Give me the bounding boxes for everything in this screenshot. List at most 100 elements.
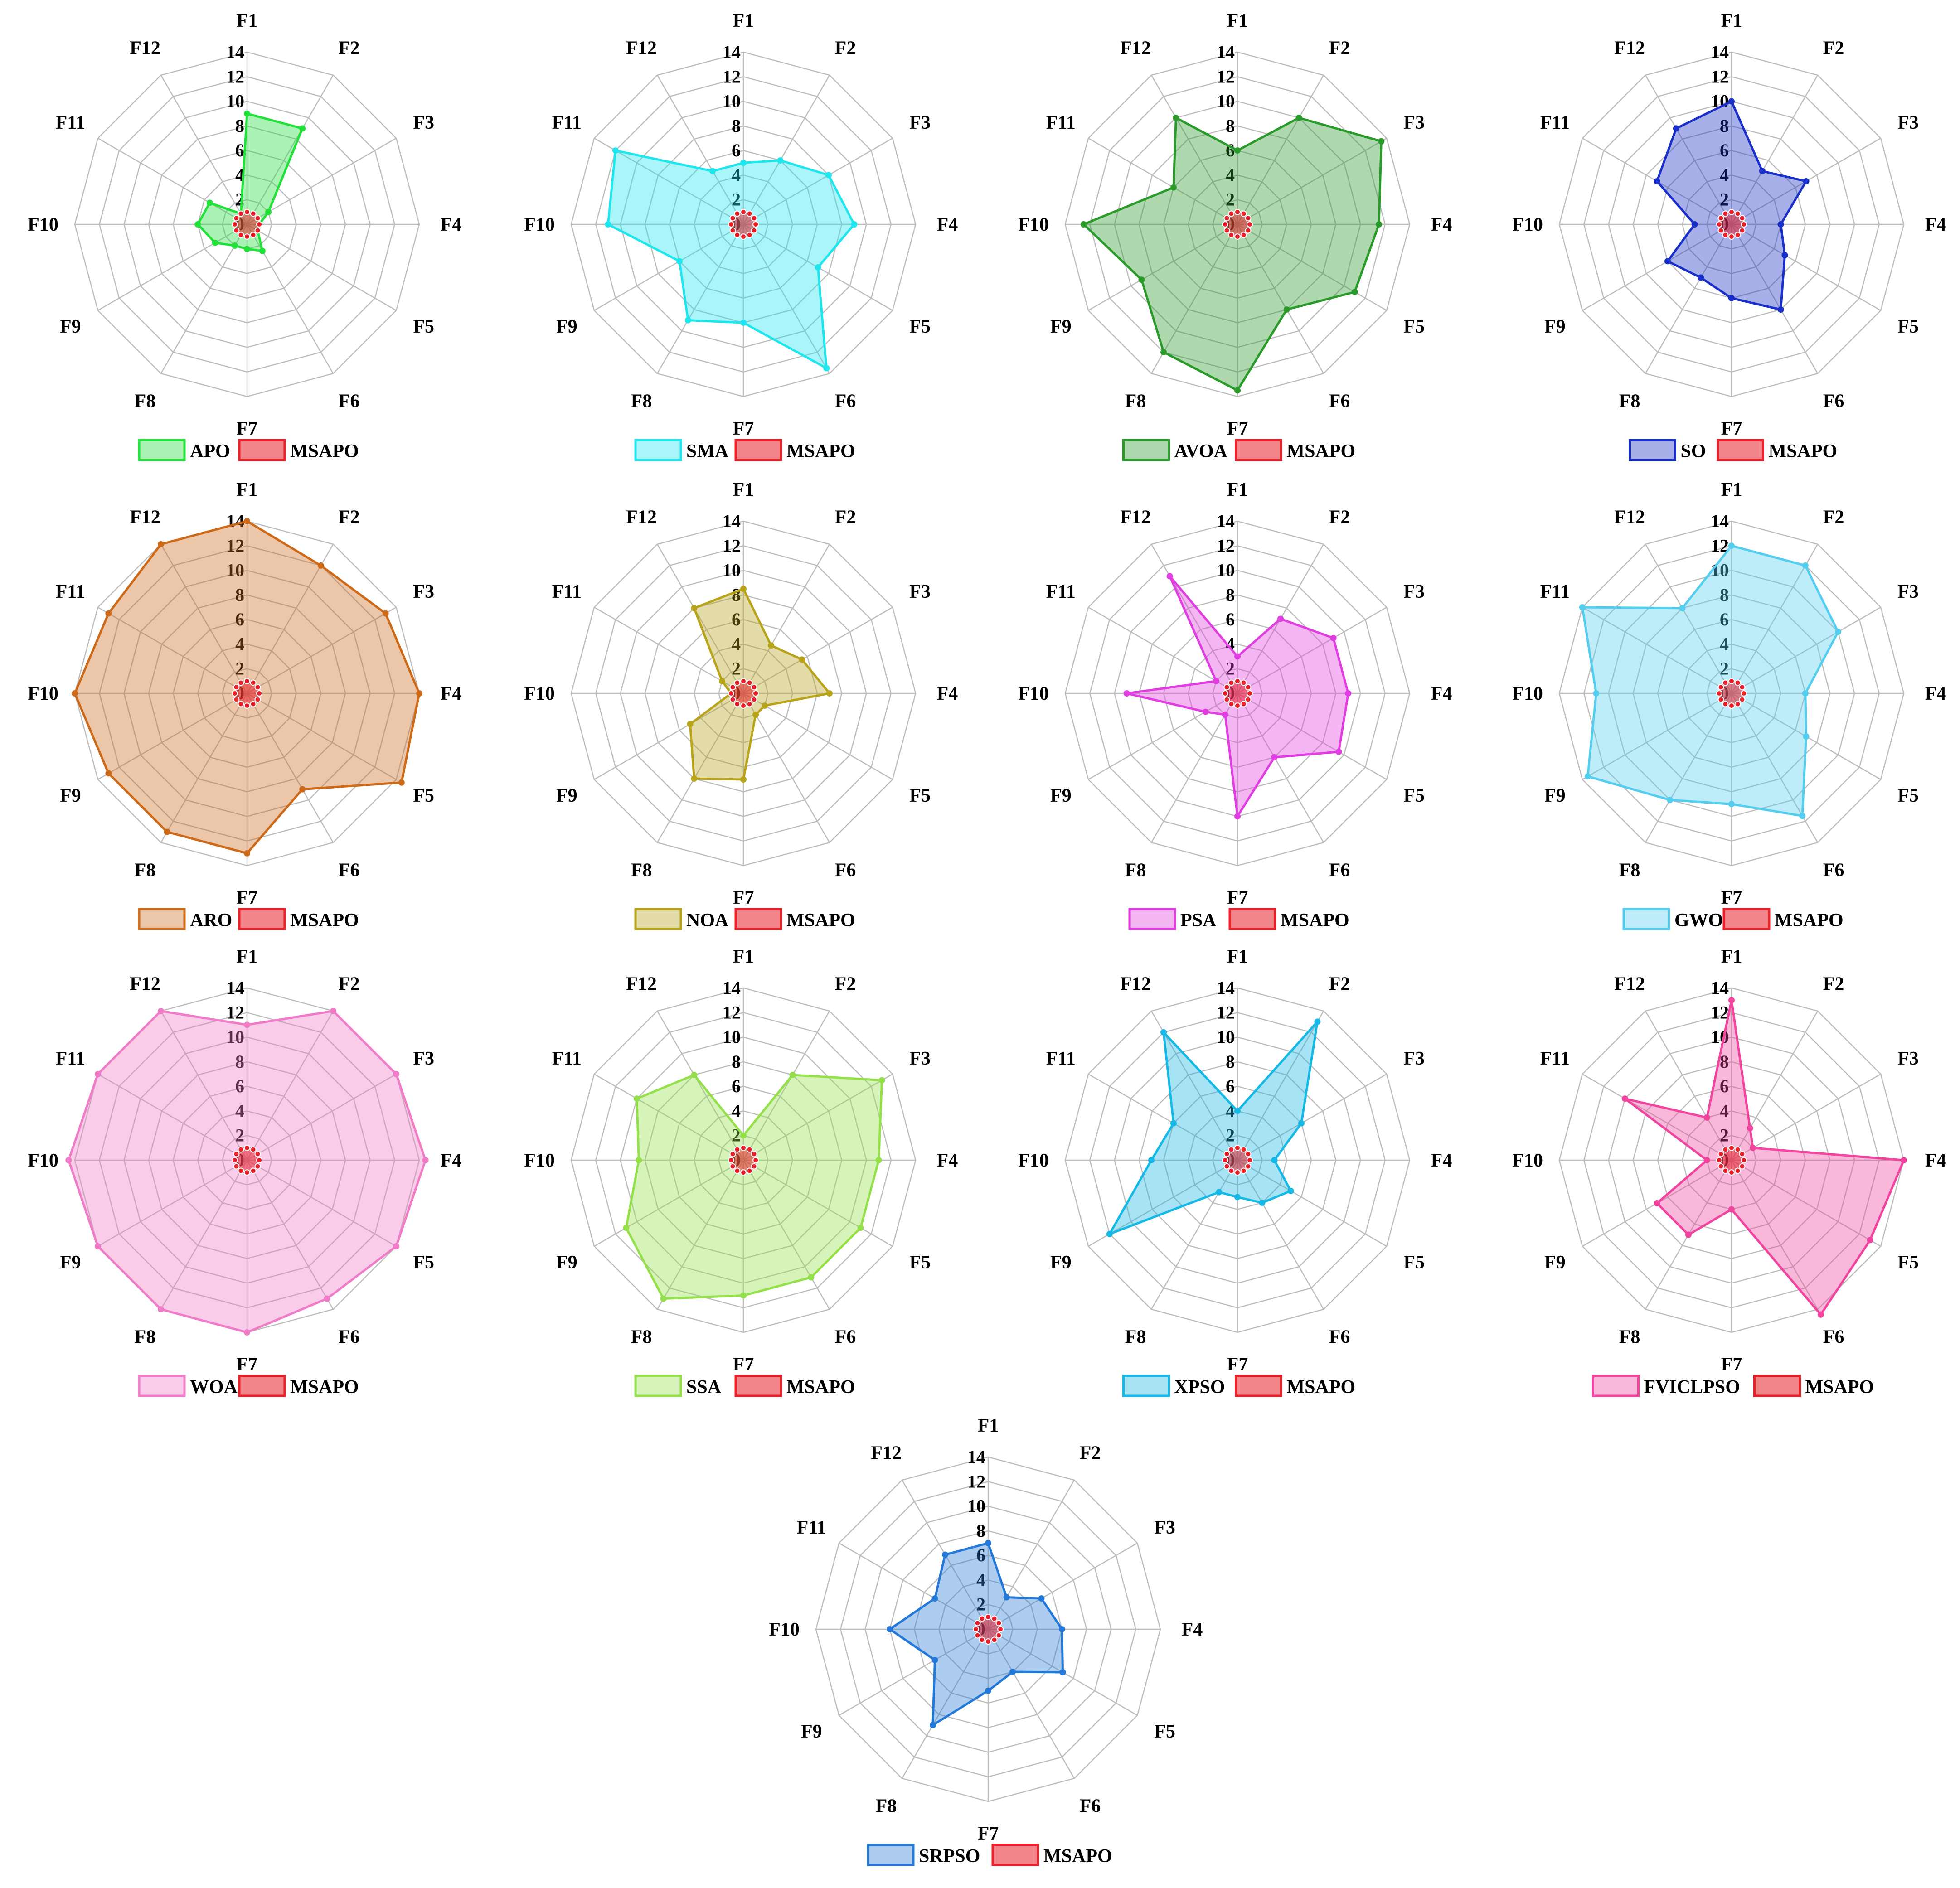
data-point-srpso-f10 xyxy=(886,1626,893,1632)
axis-spoke xyxy=(1237,606,1387,694)
radial-tick-label: 10 xyxy=(723,560,741,581)
data-point-msapo-f3 xyxy=(1245,684,1252,691)
axis-label-f6: F6 xyxy=(1823,860,1844,881)
axis-label-f6: F6 xyxy=(1329,1327,1350,1348)
data-point-xpso-f6 xyxy=(1259,1200,1266,1206)
radial-tick-label: 6 xyxy=(1226,1076,1235,1096)
data-point-avoa-f11 xyxy=(1170,184,1177,191)
axis-spoke xyxy=(1088,223,1238,311)
axis-spoke xyxy=(1731,1011,1819,1161)
data-point-msapo-f4 xyxy=(1741,221,1747,228)
axis-spoke xyxy=(656,1160,744,1310)
radial-tick-label: 6 xyxy=(1720,140,1729,160)
data-point-gwo-f5 xyxy=(1803,733,1810,740)
axis-label-f11: F11 xyxy=(552,112,582,133)
data-point-gwo-f4 xyxy=(1802,690,1809,697)
axis-label-f11: F11 xyxy=(797,1517,826,1538)
data-point-avoa-f3 xyxy=(1378,138,1385,145)
radar-chart-fviclpso: F1F2F3F4F5F6F7F8F9F10F11F1202468101214FV… xyxy=(1512,946,1946,1398)
axis-spoke xyxy=(1582,606,1732,694)
data-point-msapo-f11 xyxy=(1223,1151,1230,1157)
data-point-msapo-f9 xyxy=(974,1632,981,1639)
data-point-fviclpso-f12 xyxy=(1703,1114,1710,1121)
axis-spoke xyxy=(1088,1073,1238,1161)
legend-swatch-woa xyxy=(138,1375,186,1397)
radial-tick-label: 4 xyxy=(732,634,741,654)
radial-tick-label: 14 xyxy=(1217,978,1235,998)
data-point-so-f7 xyxy=(1728,295,1735,301)
data-point-psa-f1 xyxy=(1234,653,1241,660)
data-point-srpso-f7 xyxy=(985,1687,991,1694)
axis-label-f1: F1 xyxy=(1721,479,1742,500)
axis-spoke xyxy=(656,544,744,694)
axis-label-f12: F12 xyxy=(1614,973,1645,994)
radial-tick-label: 2 xyxy=(1720,658,1729,679)
data-point-so-f1 xyxy=(1728,98,1735,105)
data-point-aro-f4 xyxy=(416,690,422,697)
axis-label-f10: F10 xyxy=(524,683,555,704)
radial-tick-label: 10 xyxy=(723,1027,741,1047)
axis-label-f6: F6 xyxy=(1080,1796,1101,1817)
data-point-msapo-f10 xyxy=(231,221,238,228)
data-point-xpso-f11 xyxy=(1170,1120,1177,1127)
data-point-msapo-f9 xyxy=(233,696,240,703)
axis-label-f7: F7 xyxy=(1227,887,1248,908)
radial-tick-label: 2 xyxy=(235,1125,244,1146)
data-point-fviclpso-f6 xyxy=(1817,1311,1824,1318)
axis-label-f9: F9 xyxy=(556,785,577,806)
data-point-psa-f3 xyxy=(1330,634,1337,641)
axis-spoke xyxy=(1237,223,1387,311)
data-point-so-f10 xyxy=(1691,221,1698,228)
data-point-psa-f9 xyxy=(1202,708,1209,715)
data-point-ssa-f3 xyxy=(878,1077,885,1084)
data-point-msapo-f1 xyxy=(985,1613,991,1620)
axis-spoke xyxy=(1582,692,1732,780)
axis-spoke xyxy=(97,1073,247,1161)
data-point-aro-f6 xyxy=(299,786,306,793)
data-point-apo-f10 xyxy=(194,221,201,228)
axis-spoke xyxy=(1237,137,1387,225)
axis-label-f6: F6 xyxy=(1329,860,1350,881)
legend-swatch-msapo xyxy=(991,1844,1039,1866)
data-point-msapo-f6 xyxy=(1734,232,1741,238)
data-point-sma-f2 xyxy=(777,157,784,164)
data-point-msapo-f8 xyxy=(1722,1167,1729,1174)
series-area-msapo xyxy=(730,1147,757,1174)
axis-label-f9: F9 xyxy=(1050,785,1072,806)
data-point-sma-f7 xyxy=(740,320,747,326)
data-point-fviclpso-f3 xyxy=(1750,1144,1756,1151)
data-point-msapo-f1 xyxy=(1728,1144,1735,1151)
axis-label-f11: F11 xyxy=(1540,1048,1570,1069)
axis-spoke xyxy=(1582,1073,1732,1161)
axis-label-f4: F4 xyxy=(441,1150,462,1171)
axis-label-f9: F9 xyxy=(1050,316,1072,337)
axis-label-f9: F9 xyxy=(60,785,81,806)
axis-label-f10: F10 xyxy=(28,1150,58,1171)
axis-label-f2: F2 xyxy=(339,507,360,528)
data-point-xpso-f4 xyxy=(1271,1157,1278,1163)
axis-spoke xyxy=(97,606,247,694)
radial-tick-label: 14 xyxy=(723,42,741,62)
legend-swatch-msapo xyxy=(1722,908,1771,930)
data-point-sma-f5 xyxy=(815,264,821,271)
legend-swatch-psa xyxy=(1128,908,1176,930)
data-point-msapo-f7 xyxy=(244,1169,250,1176)
axis-label-f11: F11 xyxy=(1046,112,1076,133)
data-point-msapo-f9 xyxy=(729,696,736,703)
axis-label-f4: F4 xyxy=(1925,683,1946,704)
radar-chart-avoa: F1F2F3F4F5F6F7F8F9F10F11F1202468101214AV… xyxy=(1018,10,1452,462)
axis-label-f8: F8 xyxy=(876,1796,897,1817)
axis-label-f6: F6 xyxy=(339,1327,360,1348)
data-point-ssa-f1 xyxy=(740,1132,747,1139)
axis-label-f12: F12 xyxy=(626,973,657,994)
series-area-msapo xyxy=(1224,211,1251,238)
radial-tick-label: 12 xyxy=(1217,66,1235,87)
radial-tick-label: 4 xyxy=(1720,1100,1729,1121)
data-point-ssa-f12 xyxy=(691,1071,698,1078)
radial-tick-label: 12 xyxy=(723,66,741,87)
radial-tick-label: 4 xyxy=(235,1100,244,1121)
axis-spoke xyxy=(246,1160,334,1310)
data-point-apo-f7 xyxy=(244,246,250,252)
axis-spoke xyxy=(743,137,893,225)
data-point-noa-f9 xyxy=(687,721,694,727)
